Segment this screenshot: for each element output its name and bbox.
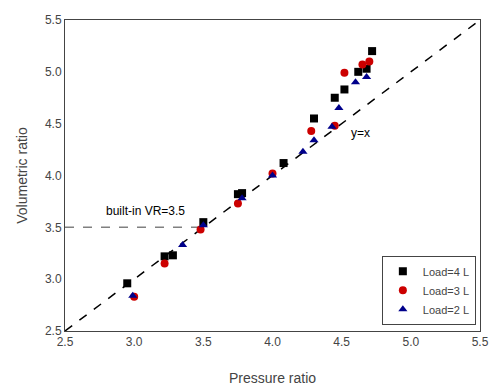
svg-text:3.5: 3.5 <box>195 335 212 349</box>
svg-text:5.0: 5.0 <box>45 65 62 79</box>
svg-text:Load=3 L: Load=3 L <box>423 285 469 297</box>
svg-text:4.5: 4.5 <box>45 117 62 131</box>
svg-text:Load=4 L: Load=4 L <box>423 266 469 278</box>
svg-text:5.0: 5.0 <box>402 335 419 349</box>
svg-text:built-in VR=3.5: built-in VR=3.5 <box>106 204 185 218</box>
svg-text:4.0: 4.0 <box>264 335 281 349</box>
svg-text:5.5: 5.5 <box>472 335 489 349</box>
svg-text:2.5: 2.5 <box>57 335 74 349</box>
svg-text:3.0: 3.0 <box>126 335 143 349</box>
svg-text:5.5: 5.5 <box>45 13 62 27</box>
svg-text:2.5: 2.5 <box>45 324 62 338</box>
svg-text:y=x: y=x <box>351 126 370 140</box>
svg-text:4.0: 4.0 <box>45 169 62 183</box>
svg-text:Volumetric ratio: Volumetric ratio <box>14 127 30 224</box>
svg-text:4.5: 4.5 <box>333 335 350 349</box>
svg-text:Pressure ratio: Pressure ratio <box>229 370 316 386</box>
svg-text:3.0: 3.0 <box>45 272 62 286</box>
svg-text:Load=2 L: Load=2 L <box>423 304 469 316</box>
svg-text:3.5: 3.5 <box>45 221 62 235</box>
